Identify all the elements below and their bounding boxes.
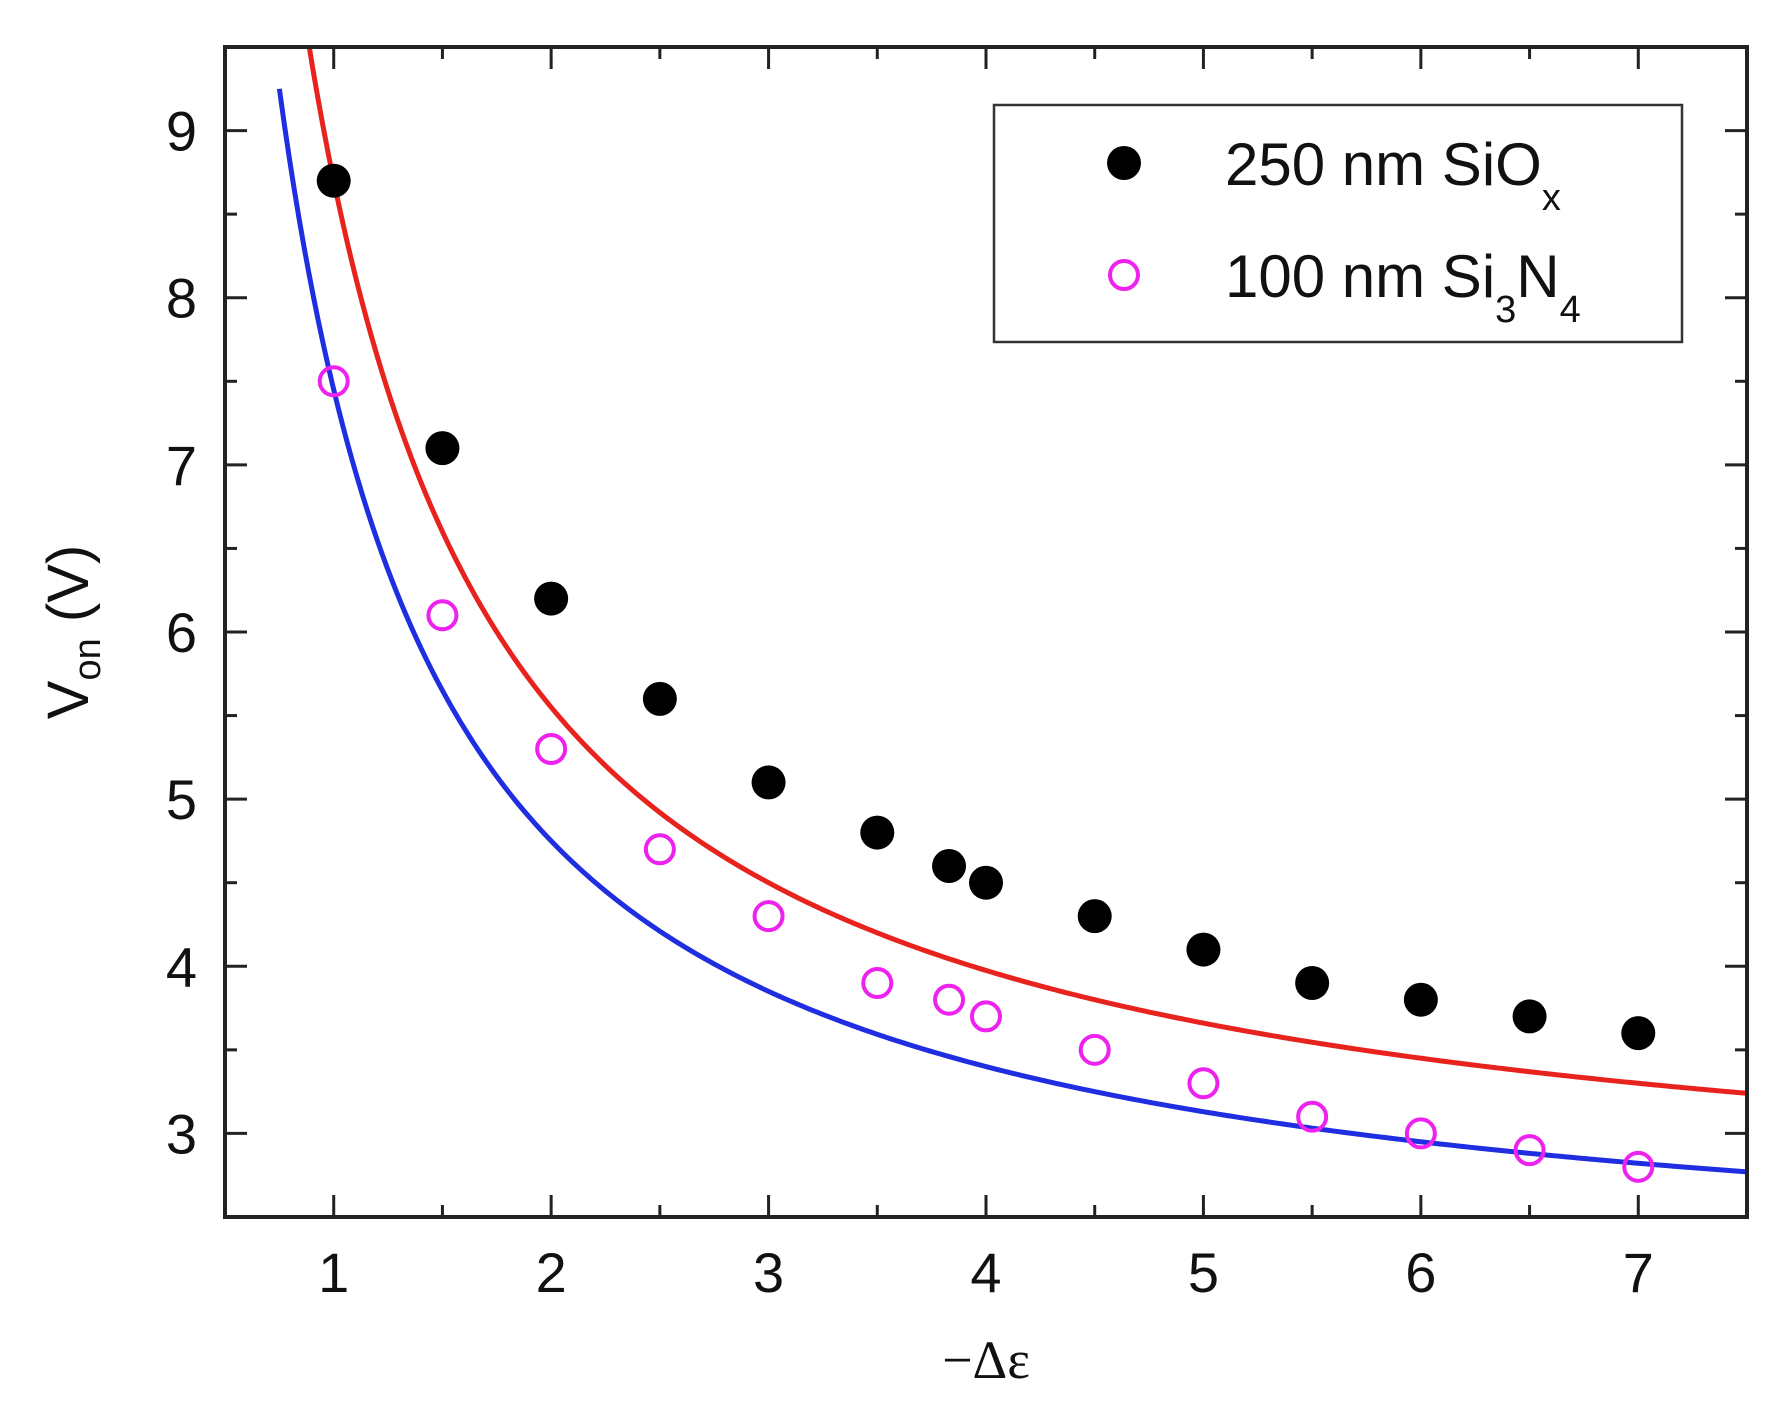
fit-curves <box>276 47 1747 1175</box>
y-tick-label: 7 <box>166 434 197 497</box>
data-point-series-0 <box>316 163 351 198</box>
svg-text:Von (V): Von (V) <box>36 545 109 719</box>
data-point-series-1 <box>317 365 350 398</box>
x-tick-label: 2 <box>536 1241 567 1304</box>
x-tick-label: 6 <box>1405 1241 1436 1304</box>
data-point-series-0 <box>1186 932 1221 967</box>
x-tick-label: 3 <box>753 1241 784 1304</box>
data-point-series-0 <box>860 815 895 850</box>
data-point-series-0 <box>969 865 1003 900</box>
data-point-series-0 <box>642 681 677 716</box>
data-point-series-0 <box>1403 982 1438 1017</box>
data-point-series-1 <box>752 900 785 933</box>
data-point-series-1 <box>1296 1100 1329 1133</box>
y-tick-label: 9 <box>166 100 197 163</box>
fit-curve-series-1 <box>276 88 1747 1175</box>
x-axis-title: −Δε <box>942 1330 1030 1390</box>
data-point-series-1 <box>643 833 676 866</box>
data-point-series-1 <box>1187 1067 1220 1100</box>
data-point-series-0 <box>1295 966 1330 1000</box>
y-tick-label: 5 <box>166 768 197 831</box>
legend-marker-si3n4 <box>1108 259 1140 291</box>
y-axis-title-unit: (V) <box>36 545 101 622</box>
data-points <box>316 163 1656 1183</box>
legend-marker-siox <box>1107 146 1141 180</box>
data-point-series-0 <box>425 431 460 466</box>
data-point-series-1 <box>426 599 459 632</box>
data-point-series-0 <box>932 849 967 883</box>
legend-label-siox: 250 nm SiOx <box>1225 131 1561 219</box>
data-point-series-1 <box>1078 1033 1111 1066</box>
fit-curve-series-0 <box>306 47 1747 1096</box>
y-tick-label: 4 <box>166 935 197 998</box>
data-point-series-0 <box>1077 899 1112 934</box>
data-point-series-1 <box>933 983 966 1016</box>
data-point-series-1 <box>861 967 894 999</box>
y-axis-title-sub: on <box>67 638 109 680</box>
y-axis-title-main: V <box>36 680 101 719</box>
tick-labels: 1 2 3 4 5 6 7 3 4 5 6 7 8 9 <box>166 100 1654 1304</box>
data-point-series-1 <box>1513 1134 1546 1167</box>
data-point-series-1 <box>1622 1150 1655 1183</box>
y-tick-label: 8 <box>166 267 197 330</box>
x-tick-label: 5 <box>1188 1241 1219 1304</box>
y-tick-label: 6 <box>166 601 197 664</box>
data-point-series-0 <box>1621 1016 1656 1051</box>
axis-ticks <box>225 47 1747 1217</box>
legend-box <box>992 103 1684 344</box>
data-point-series-0 <box>534 581 569 616</box>
data-point-series-0 <box>751 765 786 800</box>
data-point-series-0 <box>1512 999 1547 1034</box>
y-tick-label: 3 <box>166 1102 197 1165</box>
x-tick-label: 1 <box>318 1241 349 1304</box>
legend: 250 nm SiOx 100 nm Si3N4 <box>992 103 1684 344</box>
legend-label-si3n4: 100 nm Si3N4 <box>1225 243 1581 331</box>
x-tick-label: 7 <box>1623 1241 1654 1304</box>
data-point-series-1 <box>1404 1117 1437 1150</box>
y-axis-title: Von (V) <box>36 545 109 719</box>
data-point-series-1 <box>970 1000 1002 1033</box>
x-tick-label: 4 <box>970 1241 1001 1304</box>
data-point-series-1 <box>535 733 568 765</box>
